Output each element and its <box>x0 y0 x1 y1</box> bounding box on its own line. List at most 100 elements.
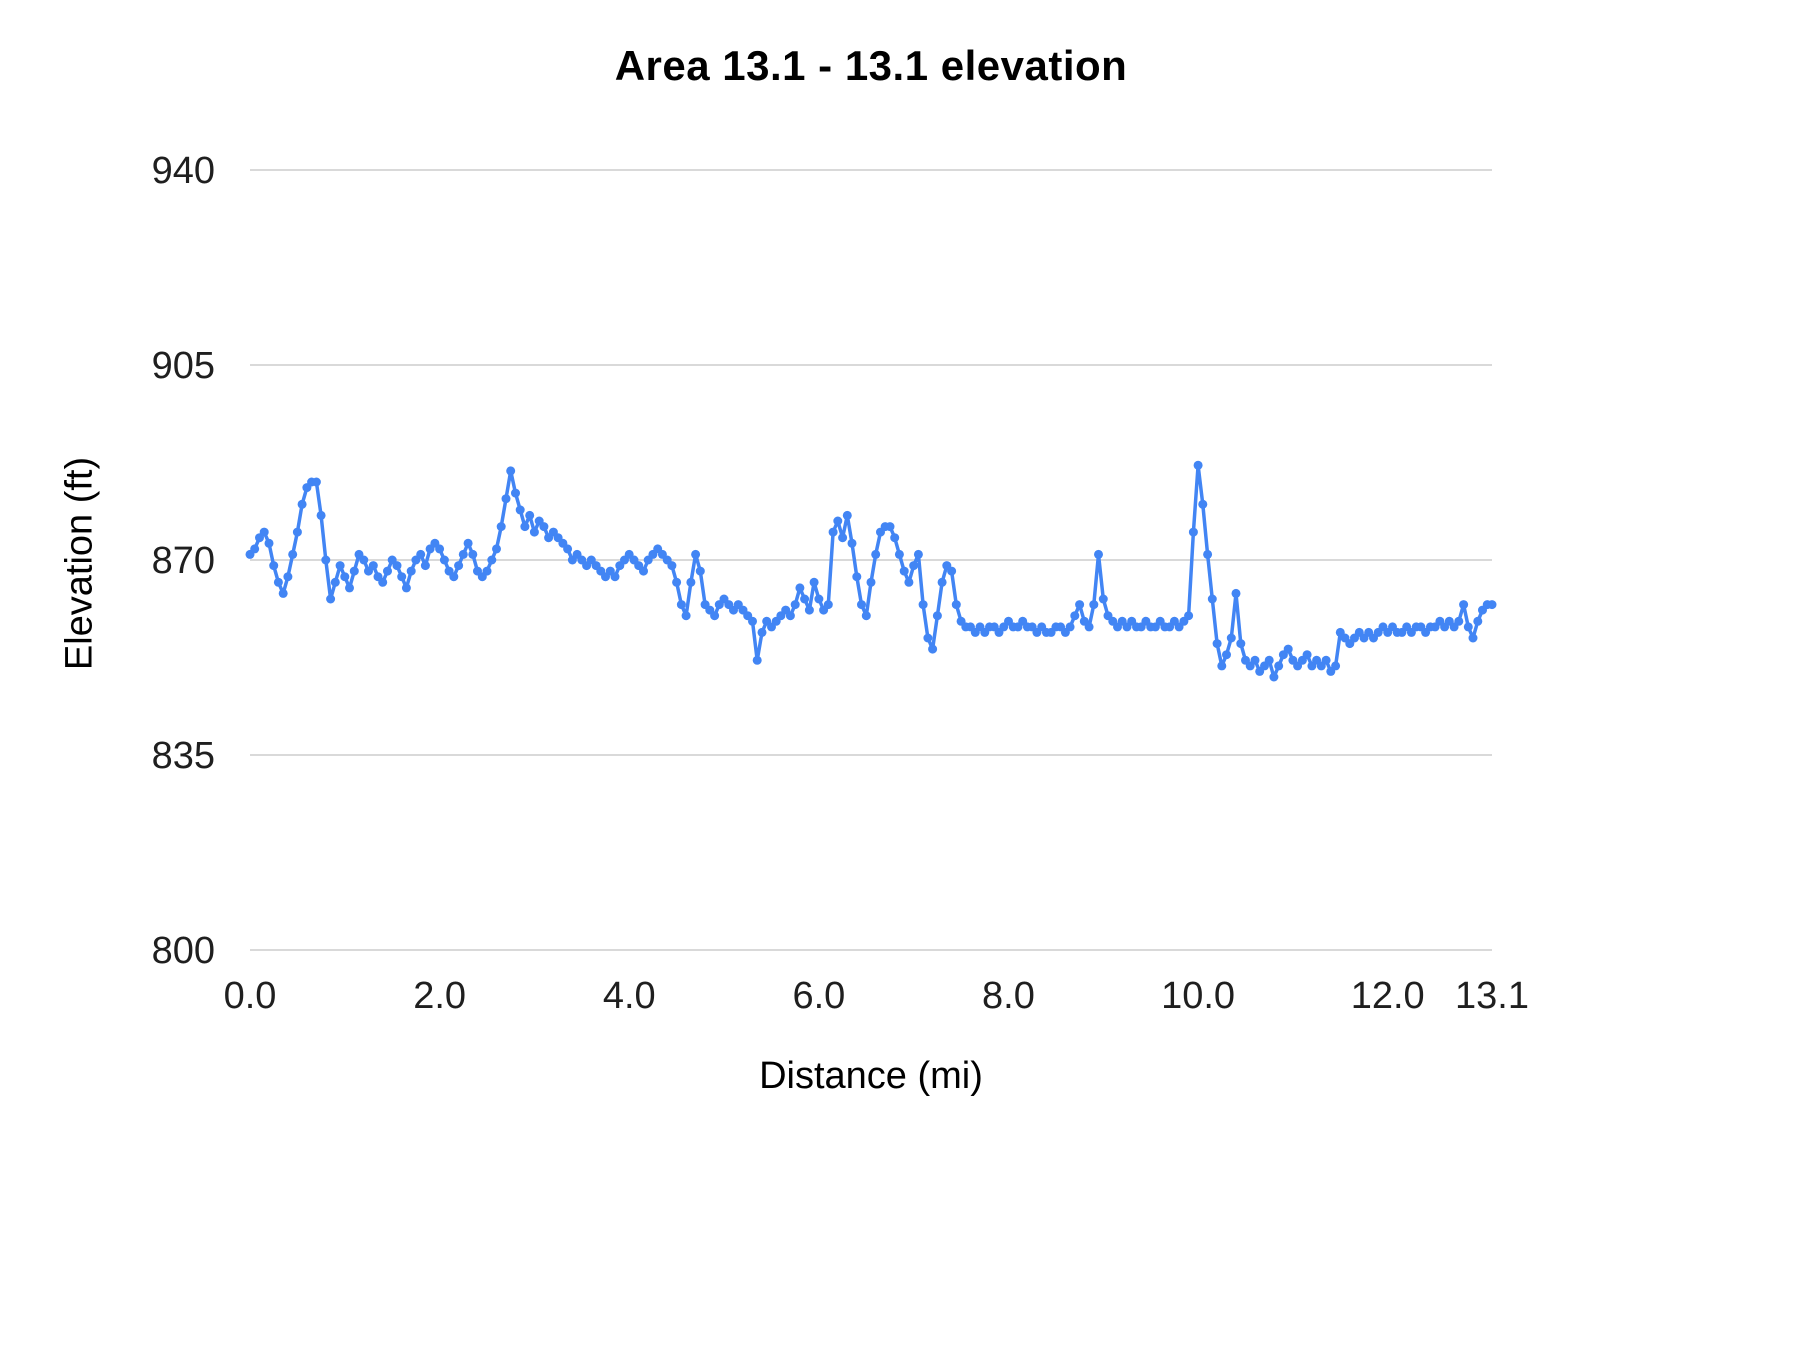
data-point-marker <box>1084 622 1094 632</box>
x-tick-label: 10.0 <box>1161 975 1235 1017</box>
data-point-marker <box>667 561 677 571</box>
data-point-marker <box>420 561 430 571</box>
data-point-marker <box>311 477 321 487</box>
data-point-marker <box>686 577 696 587</box>
data-point-marker <box>828 527 838 537</box>
series-markers-elevation <box>245 460 1497 682</box>
data-point-marker <box>909 561 919 571</box>
data-point-marker <box>515 505 525 515</box>
data-point-marker <box>316 510 326 520</box>
data-point-marker <box>1198 499 1208 509</box>
data-point-marker <box>1184 611 1194 621</box>
data-point-marker <box>928 644 938 654</box>
data-point-marker <box>852 572 862 582</box>
x-tick-label: 8.0 <box>982 975 1035 1017</box>
data-point-marker <box>695 566 705 576</box>
data-point-marker <box>937 577 947 587</box>
data-point-marker <box>1463 622 1473 632</box>
data-point-marker <box>435 544 445 554</box>
data-point-marker <box>458 549 468 559</box>
data-point-marker <box>283 572 293 582</box>
data-point-marker <box>1487 600 1497 610</box>
data-point-marker <box>269 561 279 571</box>
data-point-marker <box>1331 661 1341 671</box>
gridlines <box>250 169 1492 951</box>
x-axis-title: Distance (mi) <box>759 1055 983 1097</box>
data-point-marker <box>691 549 701 559</box>
data-point-marker <box>501 494 511 504</box>
data-point-marker <box>923 633 933 643</box>
data-point-marker <box>1454 616 1464 626</box>
data-point-marker <box>639 566 648 576</box>
data-point-marker <box>1212 639 1222 649</box>
data-point-marker <box>890 533 900 543</box>
data-point-marker <box>951 600 961 610</box>
data-point-marker <box>1226 633 1236 643</box>
data-point-marker <box>823 600 833 610</box>
data-point-marker <box>496 522 506 532</box>
data-point-marker <box>1269 672 1279 682</box>
y-tick-label: 800 <box>152 930 215 972</box>
data-point-marker <box>378 577 388 587</box>
data-point-marker <box>321 555 331 565</box>
data-point-marker <box>449 572 459 582</box>
data-point-marker <box>672 577 682 587</box>
data-point-marker <box>250 544 260 554</box>
data-point-marker <box>1203 549 1213 559</box>
data-point-marker <box>1070 611 1080 621</box>
data-point-marker <box>1231 588 1241 598</box>
data-point-marker <box>748 616 757 626</box>
chart-title: Area 13.1 - 13.1 elevation <box>614 42 1128 89</box>
data-point-marker <box>525 510 535 520</box>
data-point-marker <box>563 544 573 554</box>
data-point-marker <box>861 611 871 621</box>
data-point-marker <box>1302 650 1312 660</box>
data-point-marker <box>1321 655 1331 665</box>
data-point-marker <box>1094 549 1103 559</box>
y-tick-label: 905 <box>152 345 215 387</box>
data-point-marker <box>833 516 843 526</box>
data-point-marker <box>913 549 923 559</box>
data-point-marker <box>520 522 530 532</box>
x-axis-tick-labels: 0.0 2.0 4.0 6.0 8.0 10.0 12.0 13.1 <box>224 975 1529 1017</box>
data-point-marker <box>392 561 402 571</box>
data-point-marker <box>264 538 274 548</box>
x-tick-label: 2.0 <box>413 975 466 1017</box>
data-point-marker <box>676 600 686 610</box>
x-tick-label: 13.1 <box>1455 975 1529 1017</box>
data-point-marker <box>838 533 848 543</box>
data-point-marker <box>335 561 345 571</box>
data-point-marker <box>1468 633 1478 643</box>
x-tick-label: 6.0 <box>792 975 845 1017</box>
y-tick-label: 835 <box>152 735 215 777</box>
data-point-marker <box>681 611 691 621</box>
x-tick-label: 12.0 <box>1351 975 1425 1017</box>
data-point-marker <box>345 583 354 593</box>
data-point-marker <box>809 577 819 587</box>
data-point-marker <box>482 566 492 576</box>
data-point-marker <box>297 499 307 509</box>
data-point-marker <box>1283 644 1293 654</box>
data-point-marker <box>1222 650 1231 660</box>
data-point-marker <box>899 566 909 576</box>
data-point-marker <box>416 549 426 559</box>
data-point-marker <box>1217 661 1227 671</box>
data-point-marker <box>468 549 478 559</box>
data-point-marker <box>871 549 881 559</box>
data-point-marker <box>1098 594 1108 604</box>
data-point-marker <box>359 555 369 565</box>
data-point-marker <box>487 555 497 565</box>
series-line-elevation <box>248 463 1494 679</box>
data-point-marker <box>397 572 407 582</box>
x-tick-label: 0.0 <box>224 975 277 1017</box>
y-axis-tick-labels: 800 835 870 905 940 <box>152 150 215 972</box>
data-point-marker <box>790 600 800 610</box>
y-tick-label: 940 <box>152 150 215 192</box>
data-point-marker <box>1075 600 1085 610</box>
data-point-marker <box>506 466 516 476</box>
data-point-marker <box>1193 460 1203 470</box>
data-point-marker <box>804 605 814 615</box>
data-point-marker <box>406 566 416 576</box>
data-point-marker <box>894 549 904 559</box>
data-point-marker <box>1459 600 1469 610</box>
